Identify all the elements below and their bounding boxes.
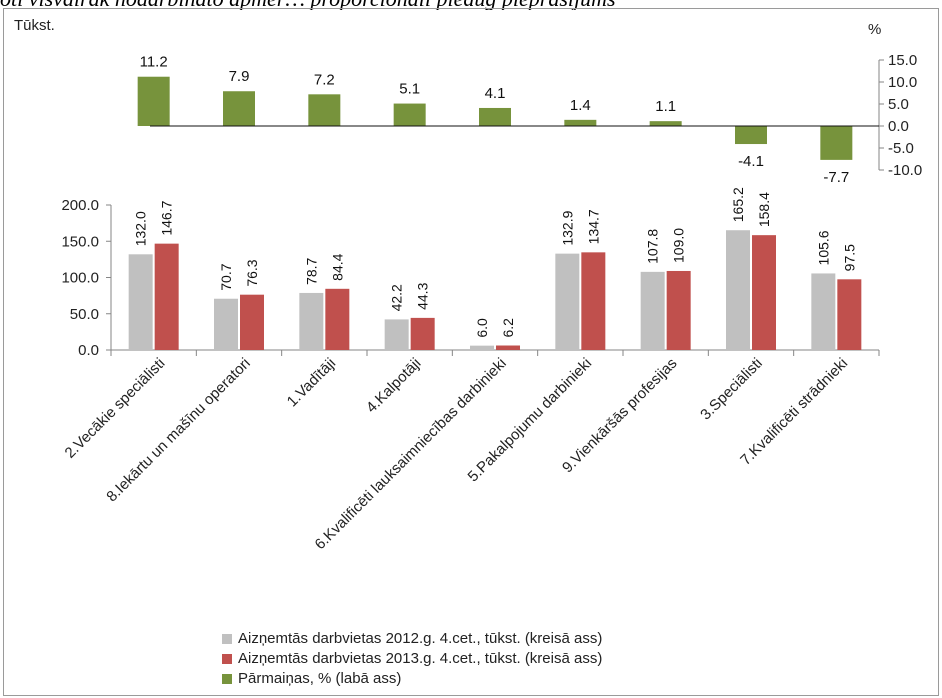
bar-2012 [726,230,750,350]
bar-2013 [325,288,350,350]
bar-2012 [811,273,836,350]
legend-item: Aizņemtās darbvietas 2013.g. 4.cet., tūk… [222,649,602,669]
left-axis-tick-label: 50.0 [70,306,99,323]
left-axis-tick-label: 150.0 [61,233,99,250]
change-bar-label: 7.9 [229,68,250,85]
bar-2013 [666,270,691,350]
category-label: 6.Kvalificēti lauksaimniecības darbiniek… [312,355,510,553]
bar-2013 [752,235,776,350]
change-bar-label: 7.2 [314,71,335,88]
category-label: 3.Speciālisti [697,355,766,424]
left-axis-tick-label: 0.0 [78,342,99,359]
change-bar-label: -7.7 [823,169,849,186]
bar-2013-label: 76.3 [244,259,260,286]
bar-2013-label: 134.7 [585,209,601,244]
right-axis-tick-label: 5.0 [888,96,909,113]
bar-2012 [640,271,665,350]
bar-2012 [555,253,580,350]
bar-2013-label: 109.0 [671,228,687,263]
right-axis-title: % [868,21,881,38]
change-bar [479,107,511,126]
bar-2012-label: 165.2 [730,187,746,222]
change-bar-label: -4.1 [738,153,764,170]
category-label: 8.Iekārtu un mašīnu operatori [103,355,254,506]
legend-label-change: Pārmaiņas, % (labā ass) [238,670,402,687]
bar-2012-label: 132.9 [559,210,575,245]
legend-label-2012: Aizņemtās darbvietas 2012.g. 4.cet., tūk… [238,630,603,647]
bar-2012-label: 6.0 [474,318,490,338]
left-axis-title: Tūkst. [14,17,55,34]
legend-label-2013: Aizņemtās darbvietas 2013.g. 4.cet., tūk… [238,650,603,667]
change-bar [308,94,341,126]
bar-2012-label: 70.7 [218,263,234,290]
bar-2013-label: 158.4 [756,192,772,227]
left-axis-tick-label: 100.0 [61,270,99,287]
bar-2012-label: 105.6 [815,230,831,265]
bar-2013-label: 146.7 [159,200,175,235]
change-bar-label: 4.1 [485,85,506,102]
change-bar [393,103,426,126]
bar-2012 [299,292,324,350]
right-axis-tick-label: 10.0 [888,74,917,91]
bar-2013 [154,243,179,350]
legend-item: Pārmaiņas, % (labā ass) [222,669,602,689]
bar-2013 [496,345,520,350]
change-bar [820,126,853,160]
category-label: 1.Vadītāji [284,355,339,410]
change-bar [649,121,682,126]
change-bar-label: 11.2 [140,54,168,71]
change-bar [137,76,170,126]
left-axis-tick-label: 200.0 [61,197,99,214]
bar-2013-label: 84.4 [329,253,345,280]
legend-item: Aizņemtās darbvietas 2012.g. 4.cet., tūk… [222,629,602,649]
legend-swatch-2012 [222,634,232,644]
cropped-heading-text: oti visvairāk nodarbināto apmēr… proporc… [0,0,942,10]
bar-2012 [214,298,238,350]
bar-2012 [384,319,409,350]
change-bar [223,91,255,126]
change-bar [735,126,767,145]
bar-2013-label: 6.2 [500,318,516,338]
change-bar-label: 5.1 [399,81,420,98]
bar-2013-label: 44.3 [415,282,431,309]
bar-2012 [128,254,153,350]
legend: Aizņemtās darbvietas 2012.g. 4.cet., tūk… [222,629,602,689]
bar-2013 [410,317,435,350]
bar-2012-label: 42.2 [389,284,405,311]
bar-2013 [837,279,862,350]
bar-2013 [581,252,606,350]
right-axis-tick-label: -5.0 [888,140,914,157]
bar-2012-label: 132.0 [133,211,149,246]
category-label: 4.Kalpotāji [363,355,425,417]
change-bar [564,119,597,126]
right-axis-tick-label: 0.0 [888,118,909,135]
bar-2013-label: 97.5 [841,244,857,271]
bar-2012-label: 78.7 [303,257,319,284]
right-axis-tick-label: -10.0 [888,162,922,179]
change-bar-label: 1.1 [655,98,676,115]
legend-swatch-2013 [222,654,232,664]
bar-2012 [470,345,494,350]
right-axis-tick-label: 15.0 [888,52,917,69]
bar-2013 [240,294,264,350]
bar-2012-label: 107.8 [645,229,661,264]
change-bar-label: 1.4 [570,97,591,114]
chart-frame [3,8,939,696]
legend-swatch-change [222,674,232,684]
